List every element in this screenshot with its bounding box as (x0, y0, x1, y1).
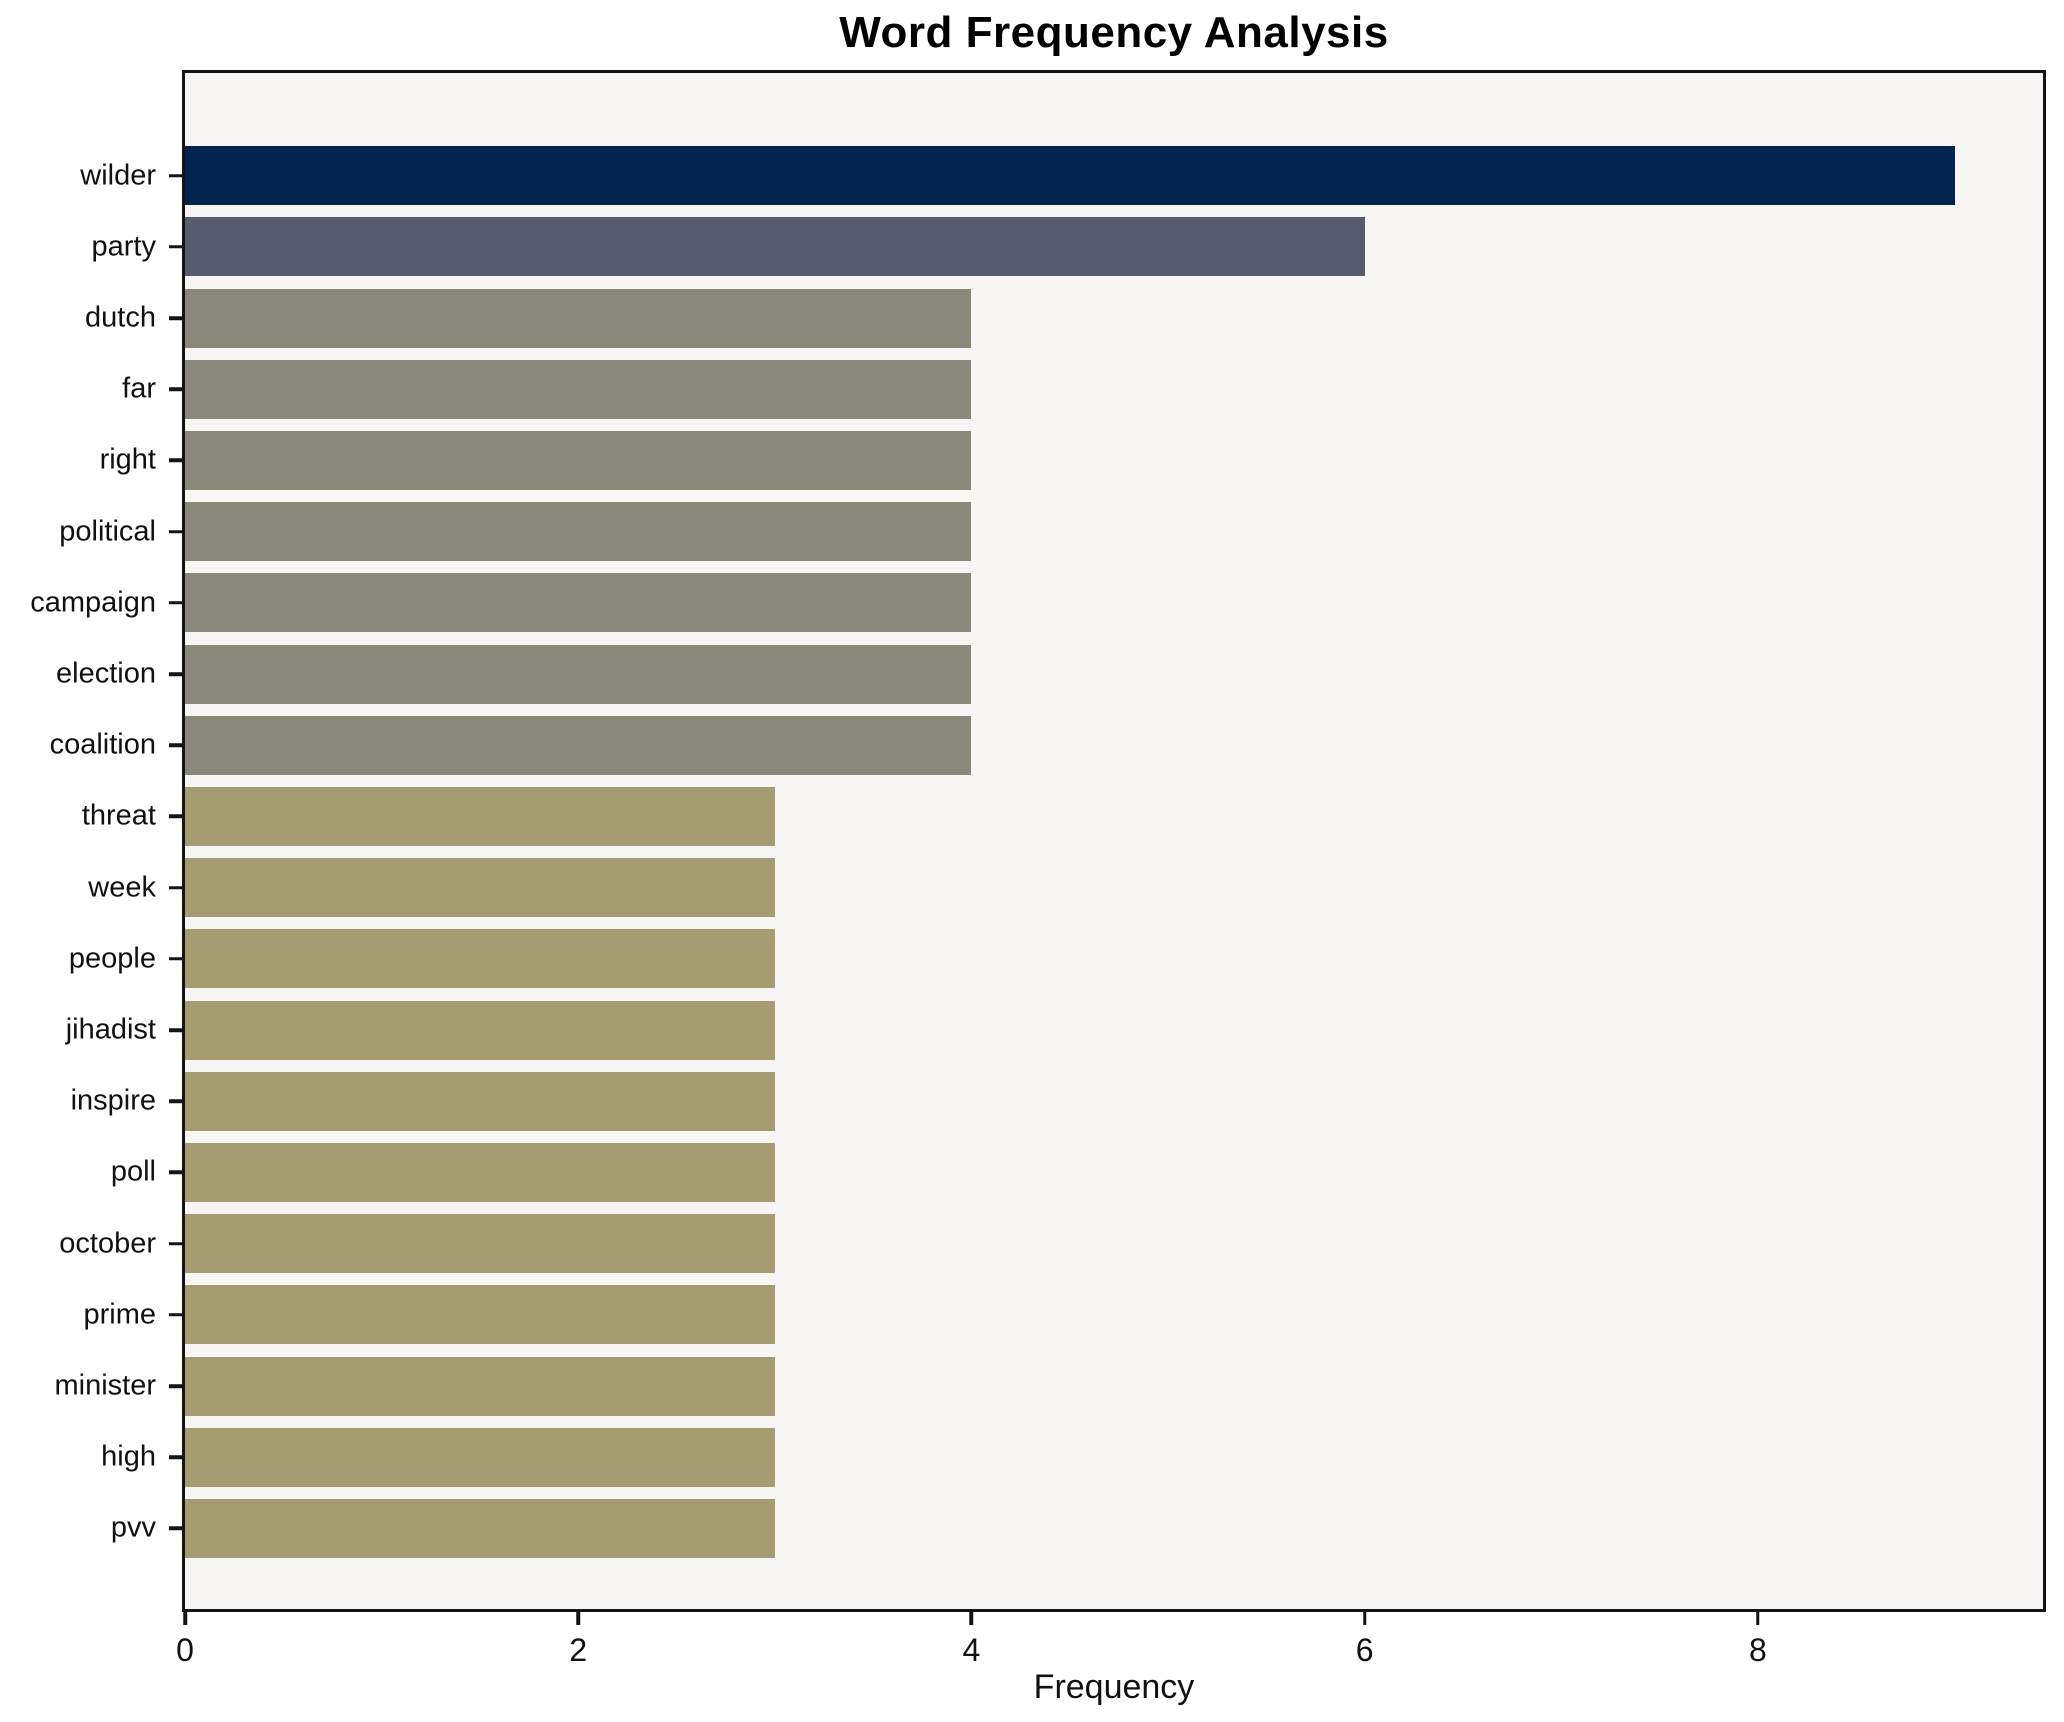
bar-row: minister (54, 1350, 2043, 1421)
bar-row: threat (82, 781, 2043, 852)
bar-row: jihadist (66, 994, 2043, 1065)
x-tick-label: 4 (962, 1632, 981, 1668)
plot-area: wilder party dutch far right political campaig… (30, 70, 2046, 1668)
bar-row: dutch (85, 282, 2043, 353)
y-axis-category-label: far (122, 372, 156, 405)
bar-pvv (185, 1498, 775, 1558)
x-tick-label: 6 (1355, 1632, 1374, 1668)
y-axis-category-label: wilder (80, 159, 156, 192)
bar-row: election (56, 638, 2043, 709)
bar-far (185, 359, 972, 419)
y-axis-category-label: october (59, 1227, 156, 1260)
y-axis-category-label: political (59, 515, 156, 548)
y-tick-mark (169, 1455, 182, 1459)
bar-prime (185, 1285, 775, 1345)
bar-row: prime (83, 1279, 2043, 1350)
y-tick-mark (169, 173, 182, 178)
bar-threat (185, 786, 775, 846)
bar-row: coalition (50, 710, 2043, 781)
y-tick-mark (169, 672, 182, 676)
y-tick-mark (169, 316, 182, 320)
y-tick-mark (169, 885, 182, 890)
y-tick-mark (169, 1313, 182, 1317)
bar-row: far (122, 354, 2043, 425)
y-axis-category-label: minister (54, 1369, 156, 1402)
y-tick-mark (169, 1028, 182, 1032)
y-axis-category-label: dutch (85, 301, 156, 334)
y-axis-category-label: prime (83, 1298, 156, 1331)
bar-jihadist (185, 1000, 775, 1060)
x-tick-mark (1756, 1612, 1760, 1625)
bar-party (185, 217, 1365, 277)
y-axis-category-label: poll (110, 1155, 156, 1188)
x-tick-label: 0 (176, 1632, 194, 1668)
y-axis-category-label: right (99, 443, 156, 476)
x-tick-label: 2 (569, 1632, 588, 1668)
y-tick-mark (169, 245, 182, 249)
bar-row: inspire (71, 1066, 2043, 1137)
y-tick-mark (169, 814, 182, 819)
y-tick-mark (169, 1099, 182, 1103)
y-axis-category-label: jihadist (65, 1013, 156, 1046)
bar-political (185, 502, 972, 562)
y-tick-mark (169, 1241, 182, 1246)
bar-inspire (185, 1071, 775, 1131)
bar-people (185, 929, 775, 989)
x-tick-mark (183, 1612, 187, 1625)
x-tick-mark (576, 1612, 580, 1625)
x-tick-mark (969, 1612, 974, 1625)
y-tick-mark (169, 1384, 182, 1388)
bar-minister (185, 1356, 775, 1416)
bar-high (185, 1427, 775, 1487)
bar-poll (185, 1142, 775, 1202)
bar-wilder (185, 146, 1955, 206)
y-axis-category-label: high (101, 1440, 156, 1473)
bar-row: poll (111, 1137, 2043, 1208)
bar-row: pvv (111, 1493, 2043, 1564)
bar-right (185, 430, 972, 490)
bar-week (185, 858, 775, 918)
bar-row: campaign (30, 567, 2043, 638)
bar-row: week (88, 852, 2043, 923)
y-axis-category-label: threat (81, 799, 156, 832)
y-tick-mark (169, 1170, 182, 1175)
bar-election (185, 644, 972, 704)
y-axis-category-label: week (88, 871, 156, 904)
bar-rows: wilder party dutch far right political campaig… (30, 73, 2043, 1609)
y-axis-category-label: party (91, 230, 156, 263)
y-tick-mark (169, 1526, 182, 1531)
y-axis-category-label: coalition (49, 728, 156, 761)
bar-coalition (185, 715, 972, 775)
bar-row: party (92, 211, 2043, 282)
y-tick-mark (169, 957, 182, 961)
bar-row: political (59, 496, 2043, 567)
y-axis-category-label: people (68, 942, 156, 975)
y-axis-category-label: inspire (70, 1084, 156, 1117)
bar-row: high (101, 1422, 2043, 1493)
y-axis-category-label: election (56, 657, 156, 690)
y-tick-mark (169, 387, 182, 391)
bar-row: right (100, 425, 2043, 496)
bar-row: wilder (80, 140, 2043, 211)
y-axis-category-label: campaign (30, 586, 156, 619)
y-tick-mark (169, 458, 182, 463)
bar-campaign (185, 573, 972, 633)
x-tick-label: 8 (1749, 1632, 1767, 1668)
bar-row: people (69, 923, 2043, 994)
bar-dutch (185, 288, 972, 348)
x-axis-title: Frequency (1033, 1668, 1195, 1706)
y-tick-mark (169, 743, 182, 747)
y-tick-mark (169, 601, 182, 605)
bar-row: october (59, 1208, 2043, 1279)
x-tick-mark (1362, 1612, 1367, 1625)
bar-october (185, 1214, 775, 1274)
y-tick-mark (169, 529, 182, 534)
chart-title: Word Frequency Analysis (839, 8, 1389, 57)
y-axis-category-label: pvv (110, 1511, 156, 1544)
